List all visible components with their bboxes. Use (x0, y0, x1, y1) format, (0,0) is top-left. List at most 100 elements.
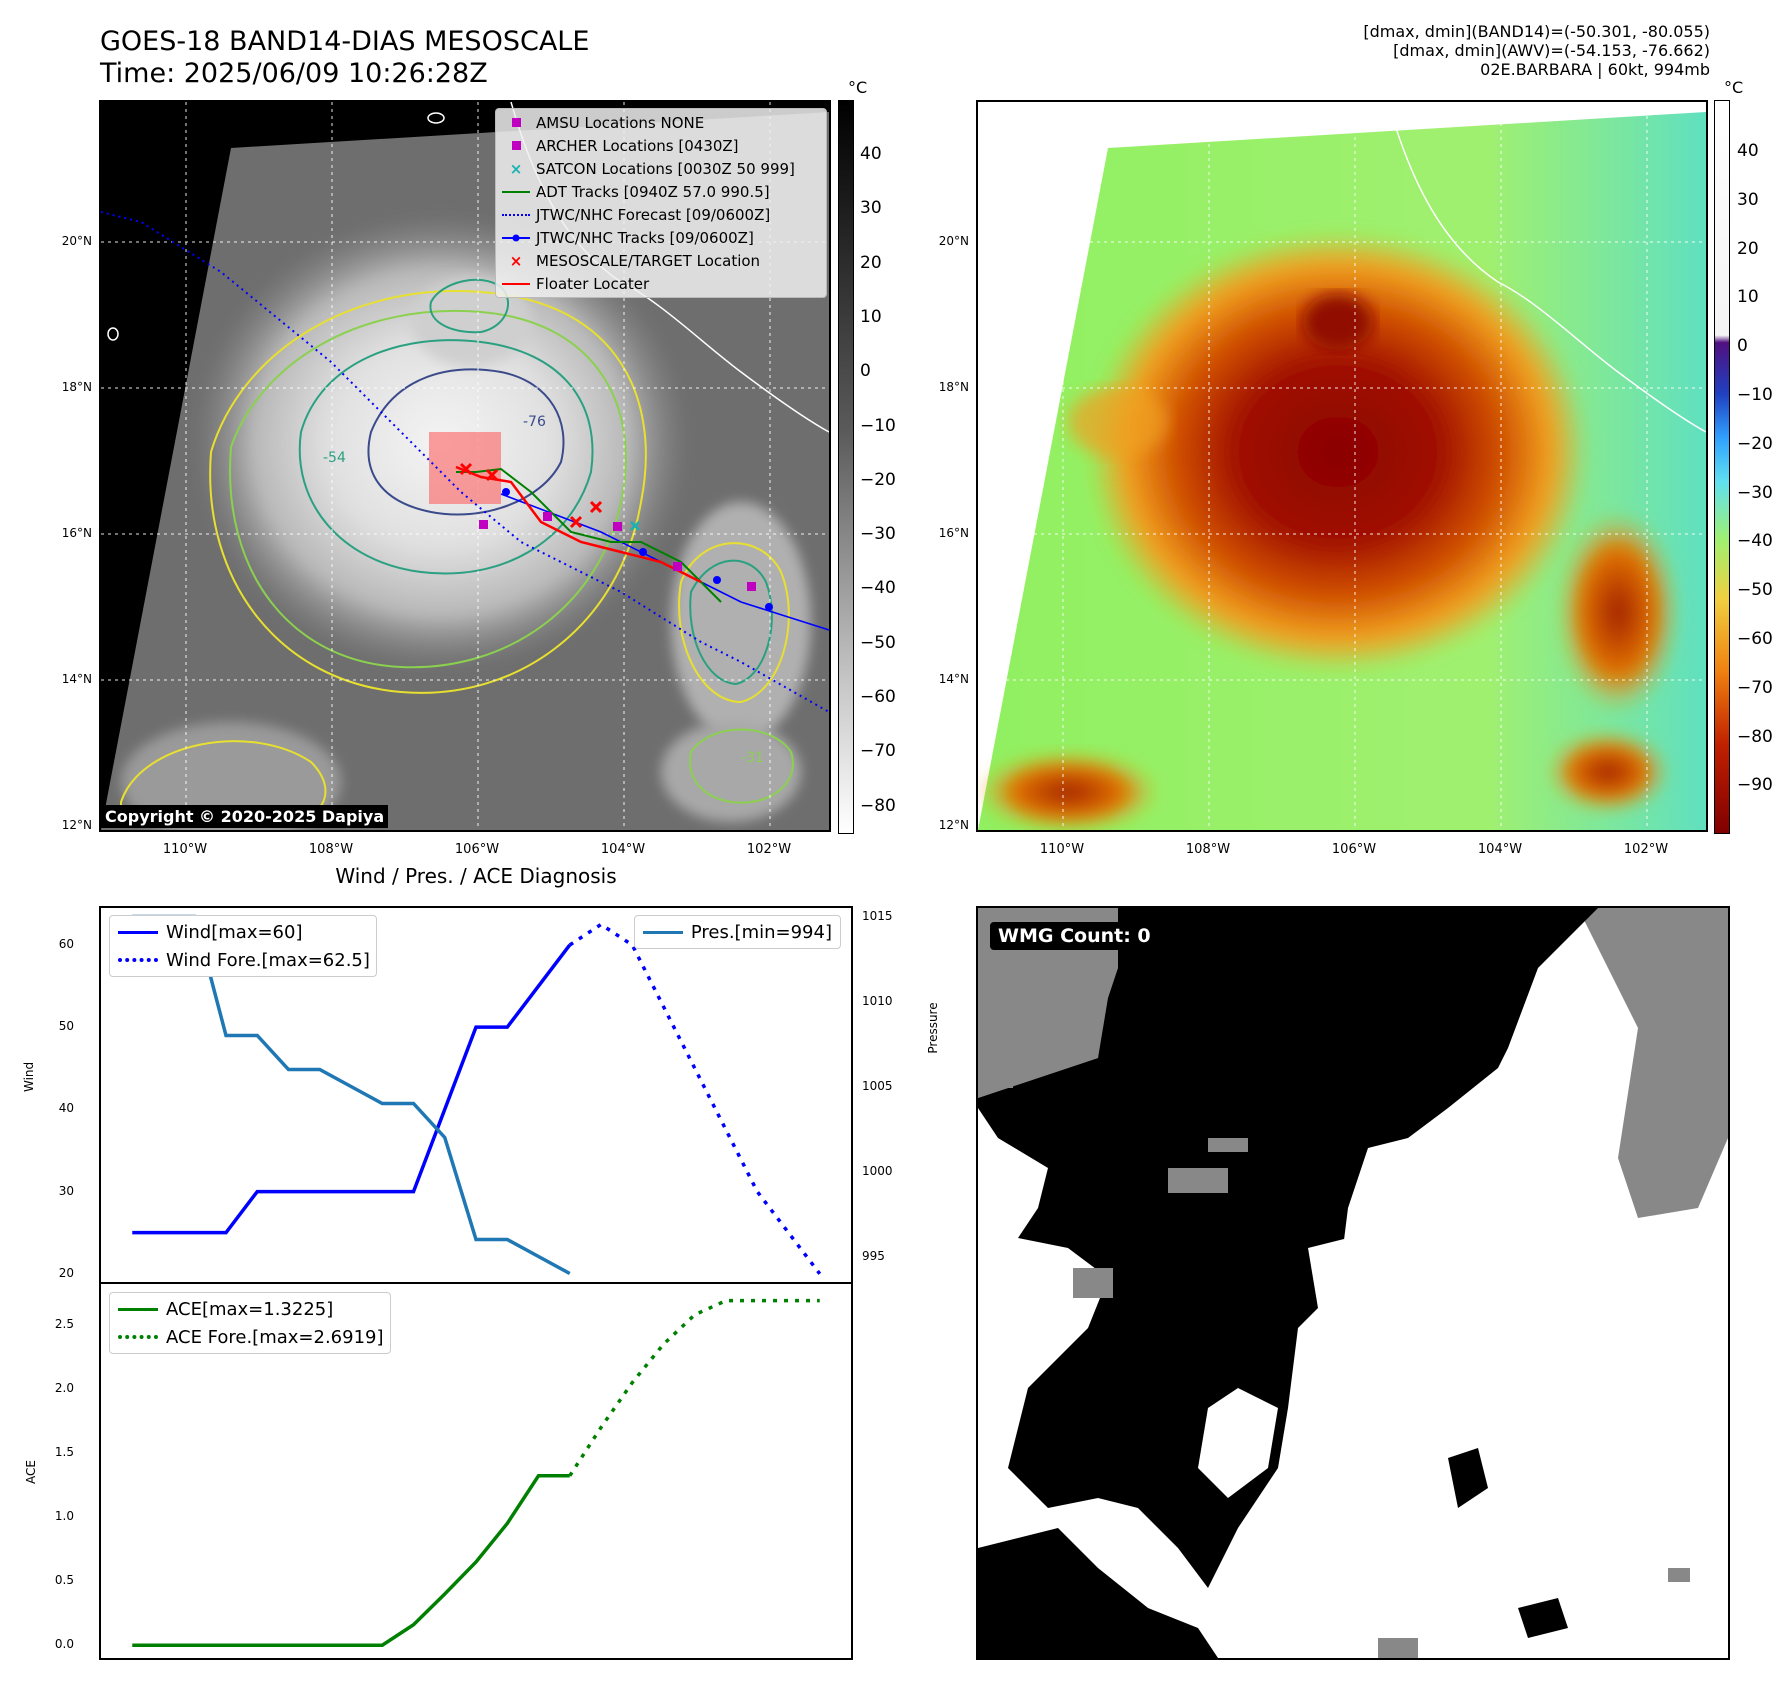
x-marker-icon: × (509, 251, 523, 270)
lon-label: 102°W (746, 842, 792, 857)
contour-label-31: -31 (741, 750, 764, 766)
legend-item-ace-forecast: ACE Fore.[max=2.6919] (110, 1323, 384, 1351)
legend-item-forecast: JTWC/NHC Forecast [09/0600Z] (496, 203, 826, 226)
lon-label: 110°W (1039, 842, 1085, 857)
colorbar-color-tick: −70 (1737, 677, 1773, 698)
colorbar-color-tick: 0 (1737, 336, 1748, 357)
map-legend: AMSU Locations NONE ARCHER Locations [04… (495, 108, 827, 298)
lon-label: 106°W (1331, 842, 1377, 857)
colorbar-gray-unit: °C (848, 78, 868, 97)
colorbar-color-tick: −90 (1737, 775, 1773, 796)
colorbar-gray-tick: 30 (860, 198, 882, 219)
wind-ytick: 50 (58, 1019, 74, 1034)
ace-ytick: 2.0 (54, 1381, 74, 1396)
wind-ytick: 30 (58, 1183, 74, 1198)
ace-series-line-0 (132, 1474, 570, 1647)
ace-axis-label: ACE (24, 1460, 38, 1484)
colorbar-gray-tick: −30 (860, 524, 896, 545)
pressure-ytick: 1000 (862, 1163, 893, 1178)
colorbar-gray-tick: −60 (860, 687, 896, 707)
line-icon (496, 190, 536, 193)
colorbar-color-tick: 20 (1737, 238, 1759, 259)
colorbar-color-tick: 40 (1737, 141, 1759, 161)
pressure-axis-label: Pressure (926, 1002, 940, 1054)
ace-ytick: 1.0 (54, 1509, 74, 1524)
wmg-panel: WMG Count: 0 (976, 906, 1730, 1660)
copyright-label: Copyright © 2020-2025 Dapiya (101, 805, 389, 828)
legend-item-ace: ACE[max=1.3225] (110, 1295, 384, 1323)
legend-item-pressure: Pres.[min=994] (635, 918, 832, 946)
colorbar-gray (838, 100, 854, 834)
ace-legend: ACE[max=1.3225] ACE Fore.[max=2.6919] (109, 1292, 391, 1354)
lat-label: 20°N (938, 234, 969, 248)
dotted-line-icon (110, 1335, 166, 1339)
line-icon (110, 1307, 166, 1311)
colorbar-color (1714, 100, 1730, 834)
ace-plot (132, 1298, 820, 1647)
ir-color-map (976, 100, 1708, 832)
legend-item-mesoscale: × MESOSCALE/TARGET Location (496, 249, 826, 272)
wind-ytick: 60 (58, 936, 74, 951)
lon-label: 106°W (454, 842, 500, 857)
colorbar-gray-tick: 0 (860, 361, 871, 382)
lat-label: 12°N (938, 818, 969, 832)
lat-label: 18°N (61, 380, 92, 394)
legend-item-wind: Wind[max=60] (110, 918, 370, 946)
ace-chart: ACE[max=1.3225] ACE Fore.[max=2.6919] (99, 1282, 853, 1660)
dotted-line-icon (496, 213, 536, 216)
lon-label: 110°W (162, 842, 208, 857)
ace-ytick: 1.5 (54, 1445, 74, 1460)
info-line-2: [dmax, dmin](AWV)=(-54.153, -76.662) (1393, 41, 1710, 60)
colorbar-gray-tick: 10 (860, 306, 882, 327)
ace-series-line-1 (568, 1298, 820, 1477)
square-icon (496, 141, 536, 150)
ace-ytick: 2.5 (54, 1316, 74, 1331)
storm-info: [dmax, dmin](BAND14)=(-50.301, -80.055) … (1110, 22, 1710, 79)
lon-label: 104°W (1477, 842, 1523, 857)
colorbar-color-tick: −10 (1737, 385, 1773, 405)
lat-label: 14°N (61, 672, 92, 686)
colorbar-gray-tick: −70 (860, 741, 896, 762)
colorbar-color-tick: −50 (1737, 580, 1773, 601)
colorbar-color-tick: −40 (1737, 531, 1773, 552)
contour-label-76: -76 (523, 414, 546, 430)
series-line-0 (132, 943, 572, 1235)
legend-item-tracks: JTWC/NHC Tracks [09/0600Z] (496, 226, 826, 249)
pressure-ytick: 995 (862, 1248, 885, 1263)
ir-grayscale-map: -76 -54 -31 Copyright © 2020-2025 Dapiya… (99, 100, 831, 832)
line-dot-icon (496, 233, 536, 243)
line-icon (496, 282, 536, 285)
lat-label: 20°N (61, 234, 92, 248)
square-icon (496, 118, 536, 127)
legend-item-amsu: AMSU Locations NONE (496, 111, 826, 134)
colorbar-gray-tick: 20 (860, 252, 882, 273)
series-line-1 (568, 922, 822, 1275)
wind-axis-label: Wind (22, 1061, 36, 1092)
pressure-ytick: 1015 (862, 908, 893, 923)
contour-label-54: -54 (323, 450, 346, 466)
colorbar-color-unit: °C (1724, 78, 1744, 97)
legend-item-archer: ARCHER Locations [0430Z] (496, 134, 826, 157)
colorbar-gray-tick: −40 (860, 578, 896, 599)
line-icon (635, 930, 691, 934)
wind-legend: Wind[max=60] Wind Fore.[max=62.5] (109, 915, 377, 977)
lon-label: 102°W (1623, 842, 1669, 857)
colorbar-color-tick: 30 (1737, 189, 1759, 210)
lon-label: 108°W (308, 842, 354, 857)
lon-label: 108°W (1185, 842, 1231, 857)
legend-item-adt: ADT Tracks [0940Z 57.0 990.5] (496, 180, 826, 203)
ace-ytick: 0.0 (54, 1637, 74, 1652)
legend-item-satcon: × SATCON Locations [0030Z 50 999] (496, 157, 826, 180)
lat-label: 18°N (938, 380, 969, 394)
colorbar-gray-tick: −20 (860, 469, 896, 490)
colorbar-gray-tick: −80 (860, 795, 896, 816)
legend-item-floater: Floater Locater (496, 272, 826, 295)
lat-label: 16°N (938, 526, 969, 540)
lon-label: 104°W (600, 842, 646, 857)
info-line-1: [dmax, dmin](BAND14)=(-50.301, -80.055) (1363, 22, 1710, 41)
figure-title: GOES-18 BAND14-DIAS MESOSCALE Time: 2025… (100, 26, 589, 90)
wmg-image (978, 908, 1728, 1658)
wind-ytick: 40 (58, 1101, 74, 1116)
x-marker-icon: × (509, 159, 523, 178)
diagnosis-title: Wind / Pres. / ACE Diagnosis (335, 864, 617, 888)
